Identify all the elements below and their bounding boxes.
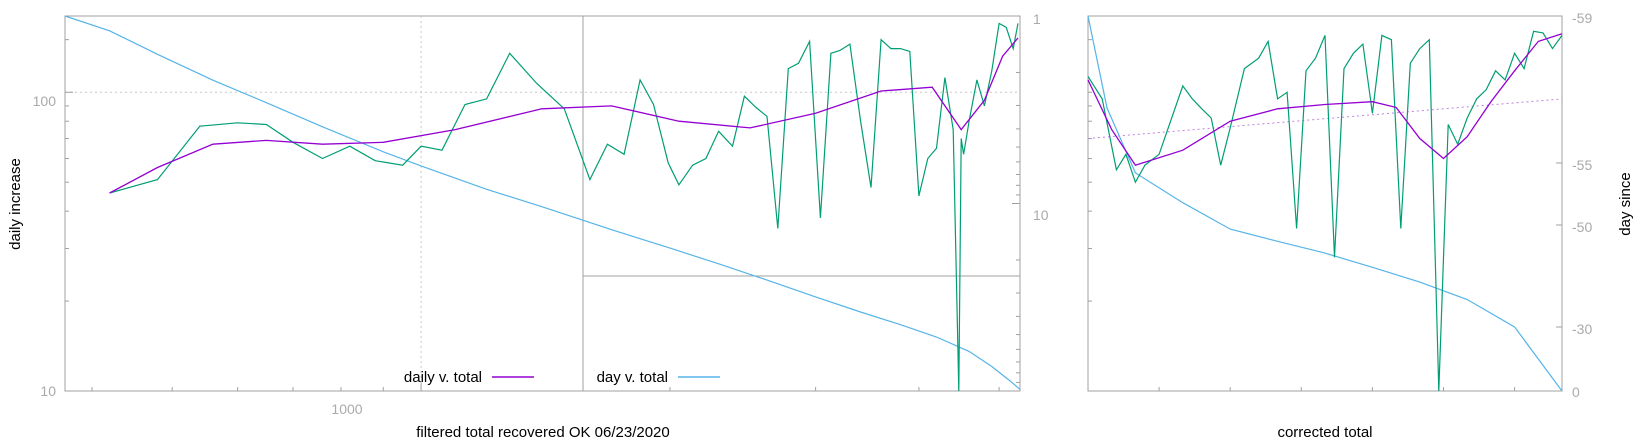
left-grid [65,16,1020,391]
left-y2-tick-1: 1 [1033,11,1041,27]
right-ticks [1088,15,1562,392]
series-line-daily-raw [109,22,1019,392]
right-y2-tick-0: 0 [1572,384,1580,400]
right-x-axis-label: corrected total [1277,424,1372,440]
left-plot-frame [64,15,1021,392]
right-plot-frame [1087,15,1563,392]
right-y2-tick-neg50: -50 [1572,219,1592,235]
left-x-tick-1000: 1000 [331,401,362,417]
legend-label-daily: daily v. total [404,369,482,386]
series-line-trend [1087,98,1563,139]
left-x-axis-label: filtered total recovered OK 06/23/2020 [416,424,670,440]
right-panel: -59 -55 -50 -30 0 corrected total day si… [1087,10,1634,440]
left-y-axis-label: daily increase [7,158,24,250]
right-series [1087,15,1563,392]
left-ticks [65,39,1020,391]
series-line-day-since [1087,15,1563,392]
legend-label-day: day v. total [597,369,668,386]
series-line-corrected-smooth [1087,33,1563,166]
right-y2-tick-neg59: -59 [1572,10,1592,26]
legend: daily v. total day v. total [404,369,720,386]
series-line-corrected-raw [1087,30,1563,392]
right-y-axis-label: day since [1617,172,1634,235]
left-y2-tick-10: 10 [1033,207,1049,223]
left-y-tick-10: 10 [40,383,56,399]
left-y-tick-100: 100 [33,93,57,109]
right-y2-tick-neg55: -55 [1572,157,1592,173]
left-panel: 100 10 1000 1 10 daily increase filtered… [7,11,1049,440]
series-line-daily-v-total [109,37,1019,194]
right-y2-tick-neg30: -30 [1572,321,1592,337]
series-line-day-v-total [64,15,1021,390]
left-series [64,15,1021,392]
